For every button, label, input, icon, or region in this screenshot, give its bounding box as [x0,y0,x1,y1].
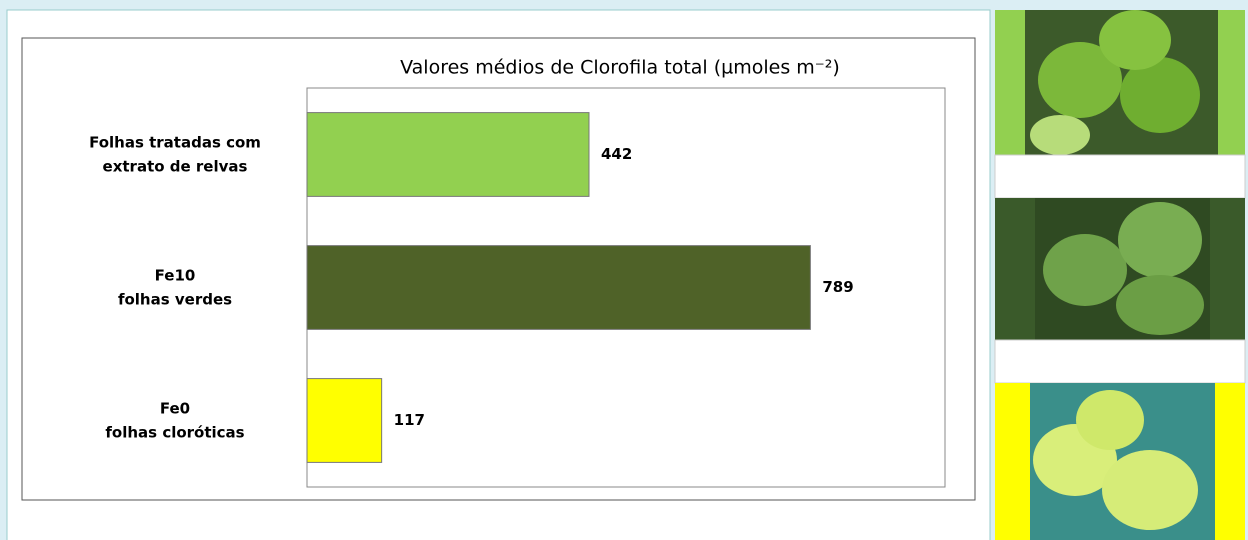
leaf [1076,390,1144,450]
leaf [1099,10,1171,70]
bar [306,378,383,463]
leaf [1116,275,1204,335]
bar [306,245,811,330]
category-label: Folhas tratadas com extrato de relvas [89,133,261,175]
value-label: 789 [822,278,853,296]
value-label: 117 [394,411,425,429]
leaf [1038,42,1122,118]
leaf [1120,57,1200,133]
category-label: Fe0 folhas cloróticas [105,399,244,441]
photo-panels [994,10,1246,540]
value-label: 442 [601,145,632,163]
chart-title: Valores médios de Clorofila total (µmole… [400,57,840,79]
category-label: Fe10 folhas verdes [118,266,232,308]
leaf [1030,115,1090,155]
spacer [994,339,1246,384]
bar [306,112,590,197]
spacer [994,154,1246,199]
leaf [1043,234,1127,306]
leaf [1118,202,1202,278]
leaf [1102,450,1198,530]
